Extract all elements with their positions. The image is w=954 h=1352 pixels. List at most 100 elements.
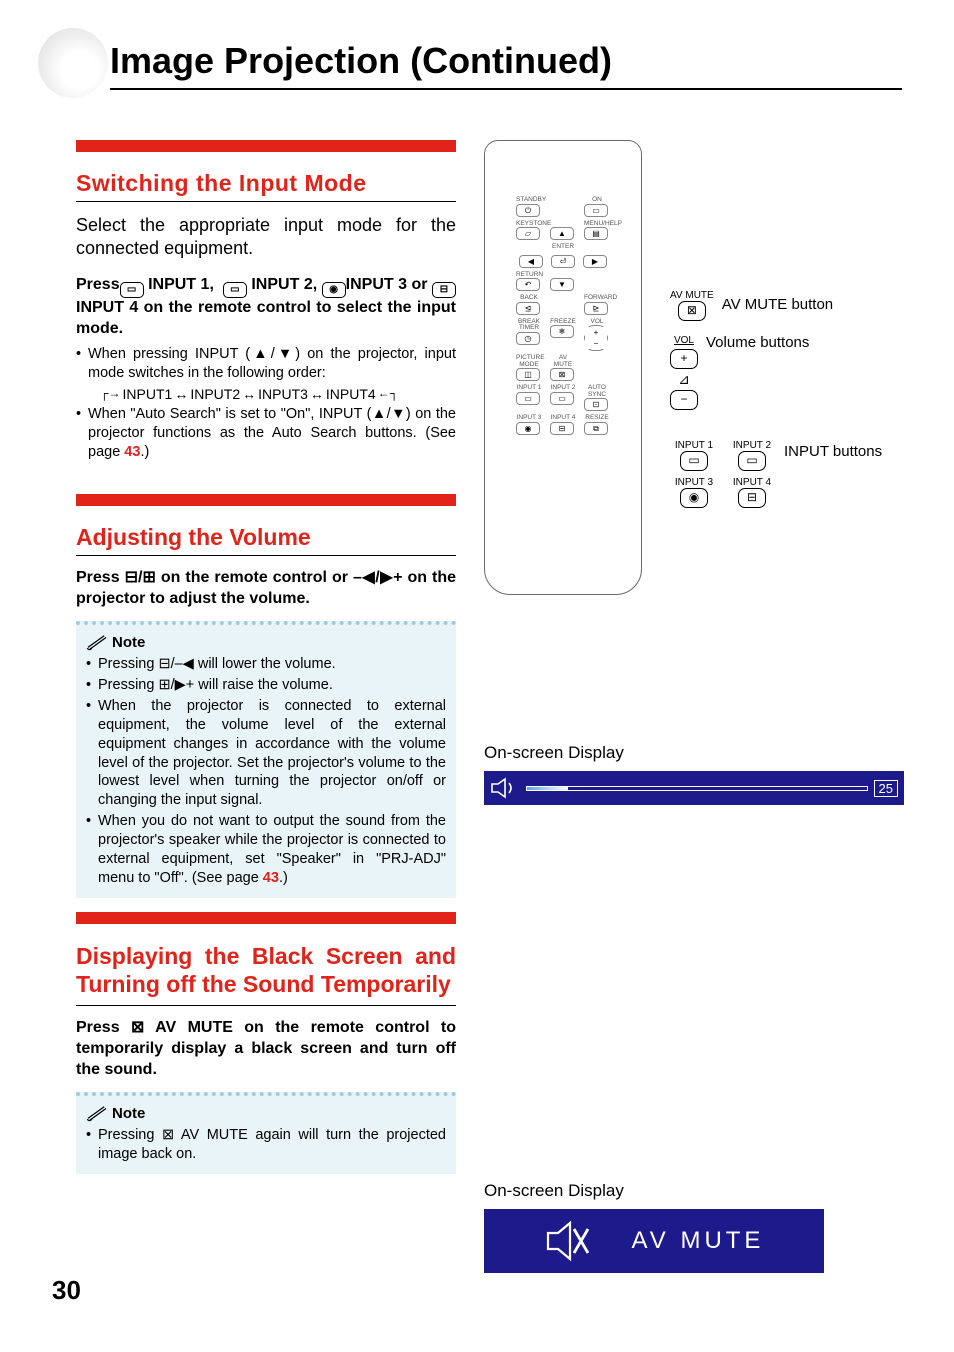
bullet-item: When pressing INPUT (▲/▼) on the project…	[76, 345, 456, 403]
remote-right-button: ▶	[583, 255, 607, 268]
remote-label-forward: FORWARD	[584, 295, 610, 302]
remote-up-button: ▲	[550, 227, 574, 240]
remote-label-resize: RESIZE	[584, 415, 610, 422]
remote-input2-button: ▭	[550, 392, 574, 405]
chain-arrow-icon: ↔	[174, 385, 188, 403]
red-bar	[76, 494, 456, 506]
remote-enter-button: ⏎	[551, 255, 575, 268]
section-title: Displaying the Black Screen and Turning …	[76, 942, 456, 1000]
input2-icon: ▭	[223, 282, 247, 298]
osd-label-avmute: On-screen Display	[484, 1181, 904, 1201]
input3-icon: ◉	[680, 488, 708, 508]
note-box: Note Pressing ⊟/–◀ will lower the volume…	[76, 621, 456, 897]
remote-on-button: ▭	[584, 204, 608, 217]
section-switching-input: Switching the Input Mode Select the appr…	[76, 140, 456, 462]
note-icon	[86, 1104, 108, 1122]
note-icon	[86, 633, 108, 651]
note-header: Note	[86, 1104, 446, 1122]
remote-vol-group: + −	[584, 325, 608, 351]
press-instruction: Press ⊠ AV MUTE on the remote control to…	[76, 1018, 456, 1080]
remote-label-vol: VOL	[584, 319, 610, 326]
cycle-end-icon: ←┐	[378, 386, 399, 402]
press-part: INPUT 2,	[251, 276, 317, 293]
remote-forward-button: ⊵	[584, 302, 608, 315]
callout-avmute-desc: AV MUTE button	[722, 297, 833, 314]
remote-label-standby: STANDBY	[516, 197, 542, 204]
note-label: Note	[112, 1105, 145, 1122]
remote-label-input4: INPUT 4	[550, 415, 576, 422]
left-column: Switching the Input Mode Select the appr…	[76, 140, 456, 1273]
page-reference: 43	[263, 870, 279, 886]
chain-item: INPUT1	[123, 385, 173, 403]
note-item: When the projector is connected to exter…	[86, 697, 446, 810]
callout-input4-label: INPUT 4	[733, 477, 771, 488]
note-item: When you do not want to output the sound…	[86, 812, 446, 887]
callout-input2-label: INPUT 2	[733, 440, 771, 451]
remote-label-autosync: AUTO SYNC	[584, 385, 610, 398]
section-underline	[76, 555, 456, 556]
remote-freeze-button: ❄	[550, 325, 574, 338]
input4-icon: ⊟	[432, 282, 456, 298]
remote-standby-button: ⏻	[516, 204, 540, 217]
note-list: Pressing ⊠ AV MUTE again will turn the p…	[86, 1126, 446, 1164]
bullet-text: When "Auto Search" is set to "On", INPUT…	[88, 406, 456, 460]
red-bar	[76, 912, 456, 924]
red-bar	[76, 140, 456, 152]
remote-vol-up-button: +	[584, 327, 608, 338]
avmute-icon: ⊠	[678, 301, 706, 321]
vol-triangle-icon: ⊿	[678, 372, 690, 387]
page-title: Image Projection (Continued)	[40, 40, 954, 82]
note-header: Note	[86, 633, 446, 651]
note-item: Pressing ⊟/–◀ will lower the volume.	[86, 655, 446, 674]
remote-resize-button: ⧉	[584, 422, 608, 435]
cycle-start-icon: ┌→	[100, 386, 121, 402]
input1-icon: ▭	[120, 282, 144, 298]
vol-plus-icon: +	[670, 349, 698, 369]
remote-picturemode-button: ◫	[516, 368, 540, 381]
remote-label-back: BACK	[516, 295, 542, 302]
section-title: Switching the Input Mode	[76, 170, 456, 197]
note-item: Pressing ⊞/▶+ will raise the volume.	[86, 676, 446, 695]
remote-label-menuhelp: MENU/HELP	[584, 221, 610, 228]
remote-label-on: ON	[584, 197, 610, 204]
callout-input1-label: INPUT 1	[675, 440, 713, 451]
remote-label-keystone: KEYSTONE	[516, 221, 542, 228]
note-label: Note	[112, 634, 145, 651]
section-underline	[76, 201, 456, 202]
section-adjusting-volume: Adjusting the Volume Press ⊟/⊞ on the re…	[76, 494, 456, 898]
intro-text: Select the appropriate input mode for th…	[76, 214, 456, 261]
chain-arrow-icon: ↔	[310, 385, 324, 403]
callout-vol-label: VOL	[674, 335, 694, 346]
title-underline	[110, 88, 902, 90]
callout-input-desc: INPUT buttons	[784, 440, 882, 461]
note-item: Pressing ⊠ AV MUTE again will turn the p…	[86, 1126, 446, 1164]
remote-avmute-button: ⊠	[550, 368, 574, 381]
input2-icon: ▭	[738, 451, 766, 471]
remote-label-picturemode: PICTURE MODE	[516, 355, 542, 368]
press-label: Press	[76, 276, 120, 293]
remote-label-avmute: AV MUTE	[550, 355, 576, 368]
chain-item: INPUT3	[258, 385, 308, 403]
remote-diagram: STANDBY⏻ON▭ KEYSTONE▱ ▲MENU/HELP▤ ENTER …	[484, 140, 904, 595]
volume-fill	[527, 787, 568, 790]
remote-breaktimer-button: ◷	[516, 332, 540, 345]
right-column: STANDBY⏻ON▭ KEYSTONE▱ ▲MENU/HELP▤ ENTER …	[484, 140, 904, 1273]
page-header: Image Projection (Continued)	[0, 0, 954, 110]
remote-autosync-button: ⊡	[584, 398, 608, 411]
remote-label-enter: ENTER	[523, 244, 603, 251]
callout-avmute-label: AV MUTE	[670, 290, 714, 301]
remote-input4-button: ⊟	[550, 422, 574, 435]
remote-callouts: AV MUTE ⊠ AV MUTE button VOL + ⊿ − Volum…	[670, 140, 900, 522]
remote-input1-button: ▭	[516, 392, 540, 405]
bullet-list: When pressing INPUT (▲/▼) on the project…	[76, 345, 456, 461]
remote-label-input1: INPUT 1	[516, 385, 542, 392]
vol-minus-icon: −	[670, 390, 698, 410]
remote-label-breaktimer: BREAK TIMER	[516, 319, 542, 332]
callout-volume: VOL + ⊿ − Volume buttons	[670, 335, 900, 410]
page-reference: 43	[124, 444, 140, 460]
press-instruction: Press ⊟/⊞ on the remote control or –◀/▶+…	[76, 568, 456, 610]
note-box: Note Pressing ⊠ AV MUTE again will turn …	[76, 1092, 456, 1174]
page-number: 30	[52, 1275, 81, 1306]
chain-item: INPUT2	[190, 385, 240, 403]
remote-menu-button: ▤	[584, 227, 608, 240]
